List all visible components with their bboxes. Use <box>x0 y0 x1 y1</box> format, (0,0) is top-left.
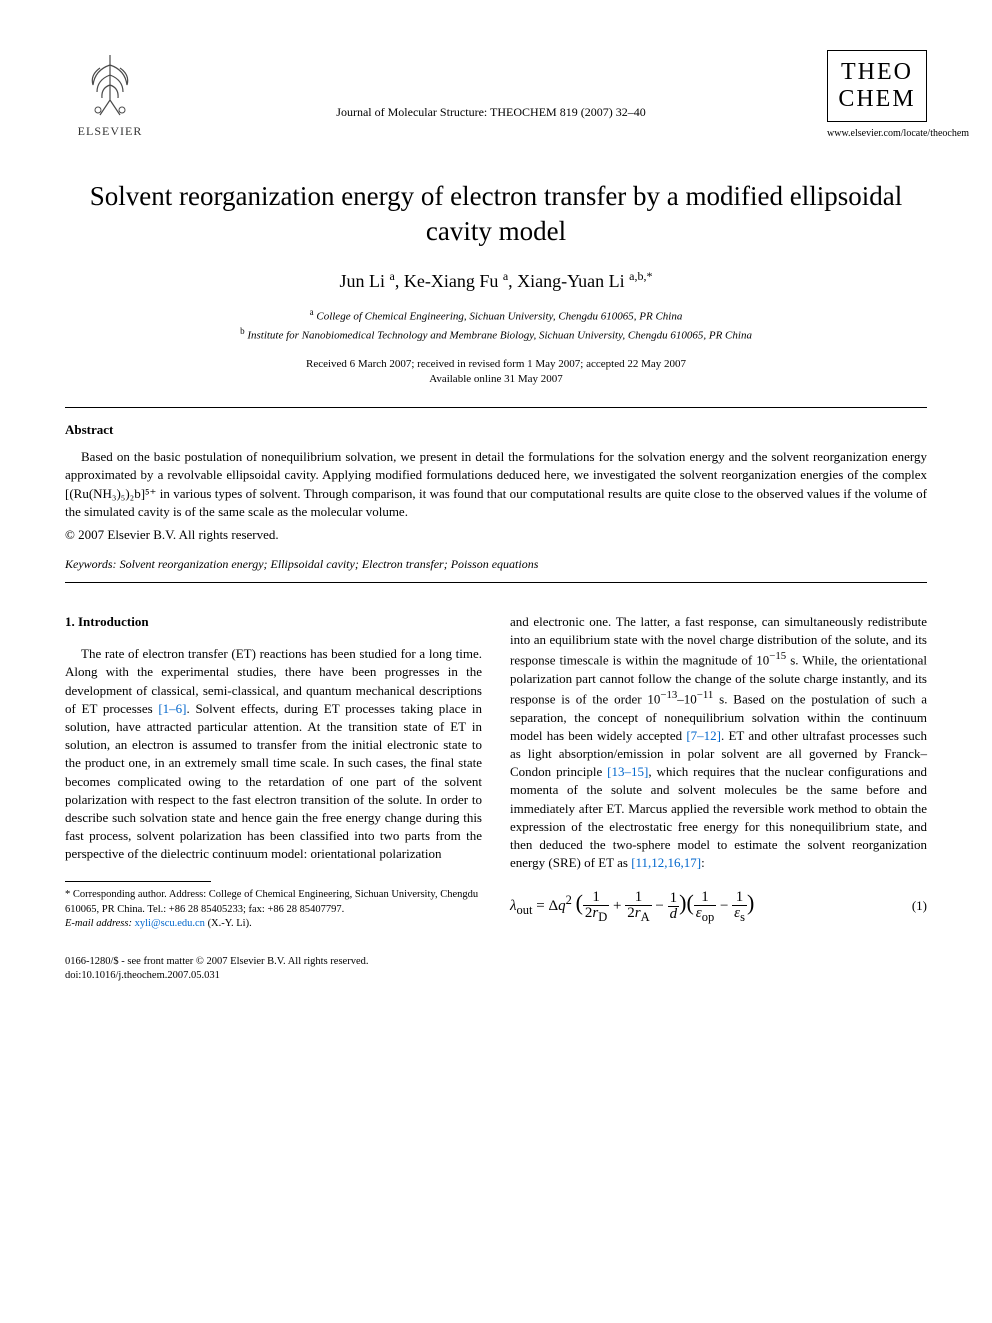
abstract-copyright: © 2007 Elsevier B.V. All rights reserved… <box>65 527 927 543</box>
author-3: Xiang-Yuan Li a,b,* <box>517 271 652 291</box>
authors-line: Jun Li a, Ke-Xiang Fu a, Xiang-Yuan Li a… <box>65 269 927 292</box>
equation-1: λout = Δq2 (12rD + 12rA − 1d)(1εop − 1εs… <box>510 888 754 923</box>
journal-reference: Journal of Molecular Structure: THEOCHEM… <box>155 50 827 120</box>
author-1: Jun Li a <box>340 271 395 291</box>
online-date: Available online 31 May 2007 <box>65 372 927 387</box>
keywords-label: Keywords: <box>65 557 117 571</box>
citation-1-6[interactable]: [1–6] <box>158 701 186 716</box>
column-left: 1. Introduction The rate of electron tra… <box>65 613 482 983</box>
column-right: and electronic one. The latter, a fast r… <box>510 613 927 983</box>
email-label: E-mail address: <box>65 918 132 929</box>
equation-1-row: λout = Δq2 (12rD + 12rA − 1d)(1εop − 1εs… <box>510 888 927 923</box>
article-title: Solvent reorganization energy of electro… <box>65 179 927 249</box>
theochem-line2: CHEM <box>834 86 920 113</box>
author-2: Ke-Xiang Fu a <box>404 271 508 291</box>
corresponding-author-footnote: * Corresponding author. Address: College… <box>65 888 482 916</box>
intro-para-left: The rate of electron transfer (ET) react… <box>65 645 482 863</box>
theochem-line1: THEO <box>834 59 920 86</box>
email-footnote: E-mail address: xyli@scu.edu.cn (X.-Y. L… <box>65 917 482 931</box>
citation-7-12[interactable]: [7–12] <box>686 728 721 743</box>
citation-13-15[interactable]: [13–15] <box>607 764 648 779</box>
email-link[interactable]: xyli@scu.edu.cn <box>135 918 205 929</box>
abstract-text: Based on the basic postulation of nonequ… <box>65 448 927 521</box>
footnote-separator <box>65 881 211 882</box>
elsevier-label: ELSEVIER <box>78 124 143 139</box>
citation-11-17[interactable]: [11,12,16,17] <box>631 855 701 870</box>
divider-bottom <box>65 582 927 583</box>
divider-top <box>65 407 927 408</box>
article-dates: Received 6 March 2007; received in revis… <box>65 357 927 388</box>
doi-line: doi:10.1016/j.theochem.2007.05.031 <box>65 969 482 983</box>
elsevier-logo: ELSEVIER <box>65 50 155 139</box>
body-columns: 1. Introduction The rate of electron tra… <box>65 613 927 983</box>
section-1-heading: 1. Introduction <box>65 613 482 631</box>
intro-para-right: and electronic one. The latter, a fast r… <box>510 613 927 872</box>
theochem-logo: THEO CHEM www.elsevier.com/locate/theoch… <box>827 50 927 139</box>
elsevier-tree-icon <box>75 50 145 120</box>
affiliation-b: b Institute for Nanobiomedical Technolog… <box>65 325 927 344</box>
email-suffix: (X.-Y. Li). <box>208 918 252 929</box>
keywords-line: Keywords: Solvent reorganization energy;… <box>65 557 927 572</box>
keywords-text: Solvent reorganization energy; Ellipsoid… <box>120 557 539 571</box>
theochem-box: THEO CHEM <box>827 50 927 122</box>
affiliation-a: a College of Chemical Engineering, Sichu… <box>65 306 927 325</box>
journal-url: www.elsevier.com/locate/theochem <box>827 128 927 139</box>
issn-line: 0166-1280/$ - see front matter © 2007 El… <box>65 955 482 969</box>
received-date: Received 6 March 2007; received in revis… <box>65 357 927 372</box>
page-header: ELSEVIER Journal of Molecular Structure:… <box>65 50 927 139</box>
affiliations: a College of Chemical Engineering, Sichu… <box>65 306 927 344</box>
abstract-label: Abstract <box>65 422 927 438</box>
equation-1-number: (1) <box>912 897 927 915</box>
